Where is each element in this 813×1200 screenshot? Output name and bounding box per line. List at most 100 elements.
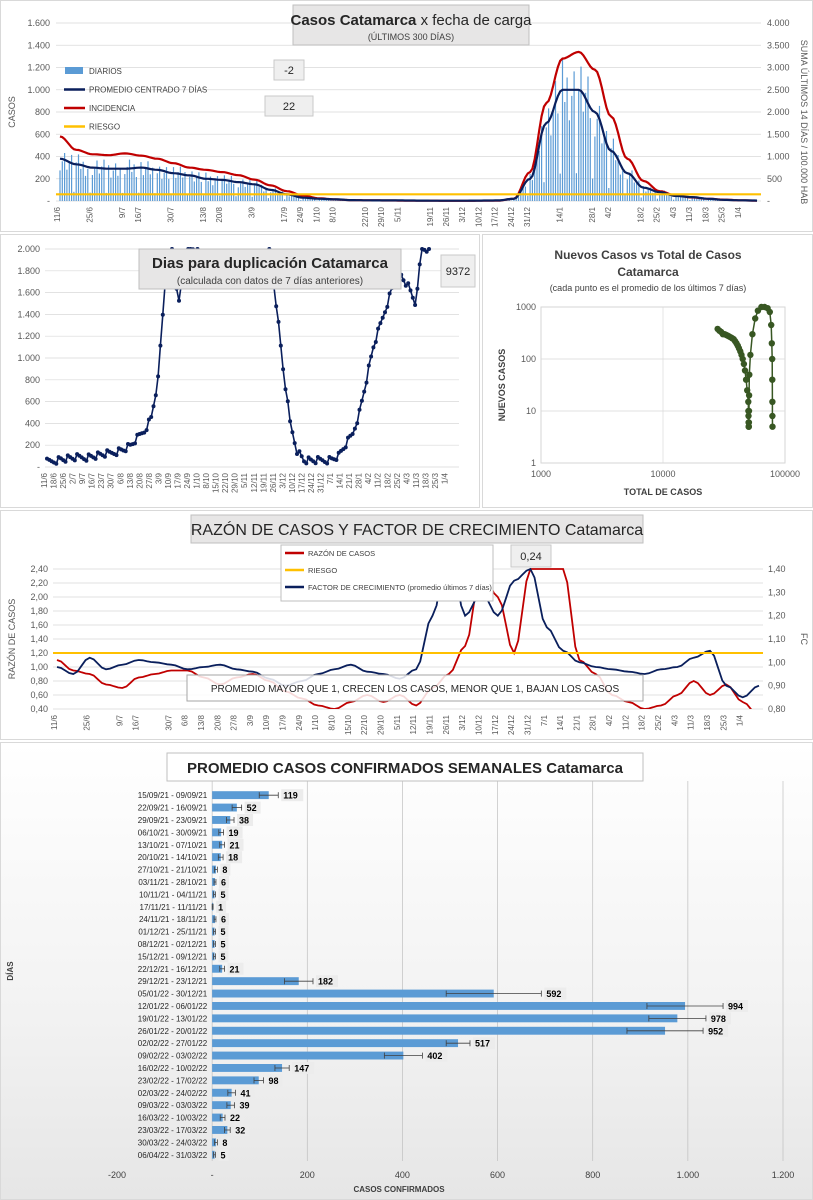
y-tick-label: 800 bbox=[25, 375, 40, 385]
x-tick-label: 14/1 bbox=[336, 472, 345, 488]
x-tick-label: 6/8 bbox=[181, 714, 190, 726]
scatter-point bbox=[739, 355, 746, 363]
x-tick-label: 24/9 bbox=[295, 714, 304, 730]
value-label-bg bbox=[244, 801, 261, 814]
duplicacion-point bbox=[369, 354, 374, 359]
y2-tick-label: 0,80 bbox=[768, 704, 786, 714]
category-label: 20/10/21 - 14/10/21 bbox=[138, 853, 208, 862]
x-tick-label: 11/3 bbox=[685, 206, 694, 222]
daily-bar bbox=[605, 131, 608, 201]
y-tick-label: 1,20 bbox=[30, 648, 48, 658]
scatter-point bbox=[769, 412, 776, 420]
daily-bar bbox=[71, 154, 73, 201]
value-label: 41 bbox=[240, 1088, 250, 1098]
x-tick-label: 100000 bbox=[770, 469, 800, 479]
y2-axis-label: FC bbox=[799, 633, 809, 645]
chart-subtitle: (calculada con datos de 7 días anteriore… bbox=[177, 276, 363, 287]
category-label: 23/02/22 - 17/02/22 bbox=[138, 1076, 208, 1085]
category-label: 19/01/22 - 13/01/22 bbox=[138, 1014, 208, 1023]
daily-bar bbox=[177, 172, 179, 201]
y-tick-label: 0,80 bbox=[30, 676, 48, 686]
y-tick-label: 1.200 bbox=[17, 331, 40, 341]
daily-bar bbox=[538, 150, 540, 201]
chart-title: Nuevos Casos vs Total de Casos bbox=[554, 248, 742, 262]
daily-bar bbox=[126, 166, 128, 201]
duplicacion-point bbox=[285, 399, 290, 404]
duplicacion-point bbox=[123, 449, 128, 454]
category-label: 27/10/21 - 21/10/21 bbox=[138, 866, 208, 875]
y-tick-label: 1.800 bbox=[17, 266, 40, 276]
daily-bar bbox=[571, 95, 573, 201]
daily-bar bbox=[249, 180, 251, 201]
duplicacion-point bbox=[151, 404, 156, 409]
y2-tick-label: 3.500 bbox=[767, 40, 790, 50]
daily-bar bbox=[673, 199, 675, 201]
daily-bar bbox=[596, 118, 598, 201]
scatter-points bbox=[714, 303, 776, 430]
category-label: 10/11/21 - 04/11/21 bbox=[139, 890, 208, 899]
legend-swatch bbox=[65, 67, 83, 74]
daily-bar bbox=[64, 153, 66, 201]
x-tick-label: 28/1 bbox=[588, 206, 597, 222]
value-label: 32 bbox=[235, 1126, 245, 1136]
legend-label: DIARIOS bbox=[89, 67, 122, 76]
duplicacion-point bbox=[153, 393, 158, 398]
x-tick-label: 11/2 bbox=[621, 714, 630, 730]
duplicacion-point bbox=[415, 286, 420, 291]
value-label: 5 bbox=[220, 940, 225, 950]
daily-bar bbox=[133, 164, 135, 201]
note-box bbox=[186, 674, 644, 702]
scatter-point bbox=[741, 367, 749, 374]
title-suffix: x fecha de carga bbox=[416, 12, 532, 29]
chart-subtitle: (cada punto es el promedio de los último… bbox=[550, 283, 747, 293]
x-tick-label: 3/9 bbox=[154, 472, 163, 484]
daily-bar bbox=[691, 197, 693, 201]
scatter-point bbox=[769, 355, 776, 363]
daily-bar bbox=[145, 168, 147, 201]
weekly-bar bbox=[212, 791, 269, 800]
x-tick-label: 18/2 bbox=[637, 206, 646, 222]
x-tick-label: 1/10 bbox=[311, 714, 320, 730]
daily-bar bbox=[534, 166, 536, 201]
x-tick-label: 5/11 bbox=[240, 472, 249, 488]
daily-bar bbox=[256, 180, 258, 201]
x-tick-label: 19/11 bbox=[426, 206, 435, 226]
duplicacion-point bbox=[387, 291, 392, 296]
daily-bar bbox=[161, 178, 163, 201]
x-tick-label: 25/3 bbox=[431, 472, 440, 488]
value-label-bg bbox=[216, 900, 227, 913]
daily-bar bbox=[182, 177, 184, 201]
x-tick-label: 3/12 bbox=[458, 714, 467, 730]
daily-bar bbox=[680, 196, 682, 201]
daily-bar bbox=[230, 175, 232, 201]
x-tick-label: 18/6 bbox=[50, 472, 59, 488]
x-axis-label: TOTAL DE CASOS bbox=[624, 487, 703, 497]
value-label-bg bbox=[227, 1111, 244, 1124]
x-tick-label: 29/10 bbox=[231, 472, 240, 493]
x-tick-label: 25/3 bbox=[719, 714, 728, 730]
value-label: 5 bbox=[220, 1150, 225, 1160]
value-label: 8 bbox=[222, 865, 227, 875]
scatter-point bbox=[745, 419, 753, 426]
daily-bar bbox=[117, 175, 119, 201]
daily-bar bbox=[652, 192, 654, 201]
scatter-point bbox=[745, 407, 753, 415]
x-tick-label: 1/10 bbox=[312, 206, 321, 222]
daily-bar bbox=[705, 200, 707, 201]
category-label: 29/12/21 - 23/12/21 bbox=[138, 977, 208, 986]
value-label: 6 bbox=[221, 878, 226, 888]
daily-bar bbox=[247, 183, 249, 201]
daily-bar bbox=[233, 183, 235, 201]
daily-bar bbox=[128, 159, 131, 201]
y-tick-label: - bbox=[37, 462, 40, 472]
duplicacion-point bbox=[408, 288, 413, 293]
daily-bar bbox=[277, 193, 279, 201]
daily-bar bbox=[251, 196, 253, 201]
x-tick-label: 31/12 bbox=[317, 472, 326, 493]
daily-bar bbox=[91, 175, 93, 201]
x-tick-label: 24/9 bbox=[183, 472, 192, 488]
x-tick-label: -200 bbox=[108, 1170, 126, 1180]
x-tick-label: 11/3 bbox=[687, 714, 696, 730]
daily-bar bbox=[94, 167, 96, 201]
duplicacion-point bbox=[274, 304, 279, 309]
